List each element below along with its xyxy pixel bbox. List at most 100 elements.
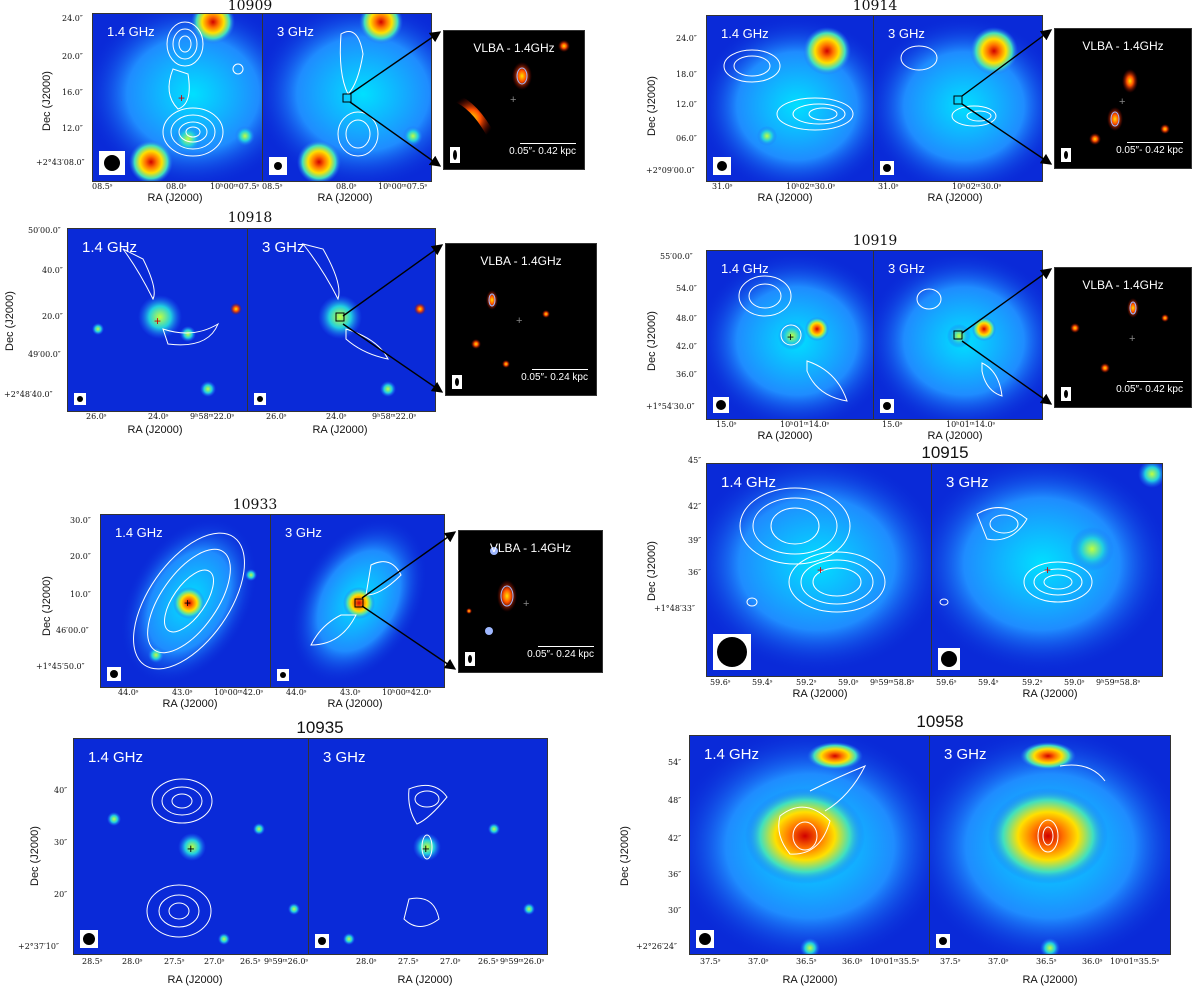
x-tick: 24.0ˢ (148, 412, 169, 421)
vlba-map-10918: + VLBA - 1.4GHz 0.05″- 0.24 kpc (445, 243, 597, 396)
svg-text:+: + (787, 330, 794, 344)
x-tick: 59.4ˢ (752, 678, 773, 687)
map-10918-1p4ghz: + 1.4 GHz (67, 228, 249, 412)
vlba-image: + (1089, 69, 1170, 145)
map-10909-3ghz: 3 GHz (262, 13, 432, 182)
x-axis-label: RA (J2000) (1022, 974, 1078, 986)
radio-image: + (343, 784, 535, 945)
map-10958-3ghz: 3 GHz (929, 735, 1171, 955)
beam-marker (315, 934, 329, 948)
x-tick: 10ʰ00ᵐ07.5ˢ (210, 182, 260, 191)
y-tick: 42″ (688, 502, 702, 511)
y-tick: 30.0″ (70, 516, 91, 525)
y-axis-label: Dec (J2000) (646, 311, 658, 371)
x-tick: 59.0ˢ (838, 678, 859, 687)
y-axis-label: Dec (J2000) (29, 826, 41, 886)
x-axis-label: RA (J2000) (127, 424, 183, 436)
vlba-image: + (466, 547, 529, 635)
x-tick: 10ʰ01ᵐ35.5ˢ (1110, 957, 1160, 966)
map-10933-1p4ghz: + 1.4 GHz (100, 514, 272, 688)
beam-marker (80, 930, 98, 948)
scale-bar: 0.05″- 0.42 kpc (1116, 381, 1183, 395)
x-tick: 15.0ˢ (882, 420, 903, 429)
x-tick: 59.2ˢ (1022, 678, 1043, 687)
x-tick: 26.5ˢ (478, 957, 499, 966)
y-tick: 36.0″ (676, 370, 697, 379)
x-axis-label: RA (J2000) (927, 192, 983, 204)
scale-bar: 0.05″- 0.42 kpc (509, 143, 576, 157)
vlba-map-10909: + VLBA - 1.4GHz 0.05″- 0.42 kpc (443, 30, 585, 170)
figure-title-10915: 10915 (921, 443, 969, 462)
x-axis-label: RA (J2000) (757, 192, 813, 204)
radio-image: + (92, 248, 242, 397)
x-axis-label: RA (J2000) (1022, 688, 1078, 700)
map-10935-3ghz: + 3 GHz (308, 738, 548, 955)
x-axis-label: RA (J2000) (312, 424, 368, 436)
x-axis-label: RA (J2000) (317, 192, 373, 204)
x-tick: 9ʰ58ᵐ22.0ˢ (190, 412, 235, 421)
x-tick: 28.5ˢ (82, 957, 103, 966)
x-tick: 24.0ˢ (326, 412, 347, 421)
frequency-label: 3 GHz (323, 749, 366, 766)
y-tick: 46′00.0″ (56, 626, 89, 635)
x-tick: 43.0ˢ (340, 688, 361, 697)
x-tick: 26.0ˢ (86, 412, 107, 421)
beam-marker (880, 399, 894, 413)
x-tick: 9ʰ59ᵐ58.8ˢ (870, 678, 915, 687)
x-tick: 37.5ˢ (940, 957, 961, 966)
y-tick: 48.0″ (676, 314, 697, 323)
vlba-title: VLBA - 1.4GHz (489, 541, 572, 555)
y-tick: 39″ (688, 536, 702, 545)
x-tick: 37.0ˢ (988, 957, 1009, 966)
y-tick: 20.0″ (70, 552, 91, 561)
frequency-label: 3 GHz (262, 239, 305, 256)
figure-title-10933: 10933 (232, 497, 278, 513)
y-tick: 10.0″ (70, 590, 91, 599)
y-tick: 24.0″ (676, 34, 697, 43)
frequency-label: 3 GHz (285, 525, 322, 540)
y-tick: 55′00.0″ (660, 252, 693, 261)
frequency-label: 1.4 GHz (107, 24, 155, 39)
x-tick: 59.0ˢ (1064, 678, 1085, 687)
beam-marker (99, 151, 125, 175)
svg-text:+: + (817, 563, 824, 577)
vlba-image: + (471, 290, 550, 368)
x-tick: 15.0ˢ (716, 420, 737, 429)
y-tick: 30″ (54, 838, 68, 847)
y-tick: 12.0″ (62, 124, 83, 133)
beam-marker (713, 634, 751, 670)
x-axis-label: RA (J2000) (792, 688, 848, 700)
radio-image: + (932, 464, 1162, 674)
y-tick: 40″ (54, 786, 68, 795)
map-10914-3ghz: 3 GHz (873, 15, 1043, 182)
x-tick: 59.6ˢ (936, 678, 957, 687)
x-tick: 27.5ˢ (398, 957, 419, 966)
beam-marker (880, 161, 894, 175)
frequency-label: 3 GHz (888, 261, 925, 276)
frequency-label: 1.4 GHz (721, 474, 777, 491)
x-tick: 10ʰ01ᵐ14.0ˢ (780, 420, 830, 429)
y-tick: +2°09′00.0″ (646, 166, 695, 175)
x-tick: 9ʰ59ᵐ26.0ˢ (500, 957, 545, 966)
x-tick: 10ʰ01ᵐ35.5ˢ (870, 957, 920, 966)
y-tick: 49′00.0″ (28, 350, 61, 359)
y-tick: +2°43′08.0″ (36, 158, 85, 167)
y-tick: 36″ (668, 870, 682, 879)
x-axis-label: RA (J2000) (397, 974, 453, 986)
x-tick: 27.0ˢ (204, 957, 225, 966)
y-tick: 20.0″ (42, 312, 63, 321)
vlba-map-10933: + VLBA - 1.4GHz 0.05″- 0.24 kpc (458, 530, 603, 673)
x-tick: 37.0ˢ (748, 957, 769, 966)
frequency-label: 1.4 GHz (721, 26, 769, 41)
y-tick: 06.0″ (676, 134, 697, 143)
map-10918-3ghz: 3 GHz (247, 228, 436, 412)
x-tick: 59.4ˢ (978, 678, 999, 687)
map-10909-1p4ghz: + 1.4 GHz (92, 13, 264, 182)
y-tick: 42.0″ (676, 342, 697, 351)
radio-image (874, 251, 1042, 419)
frequency-label: 1.4 GHz (88, 749, 144, 766)
figure-title-10914: 10914 (852, 0, 898, 14)
x-tick: 9ʰ58ᵐ22.0ˢ (372, 412, 417, 421)
scale-bar: 0.05″- 0.24 kpc (527, 646, 594, 660)
x-tick: 44.0ˢ (118, 688, 139, 697)
